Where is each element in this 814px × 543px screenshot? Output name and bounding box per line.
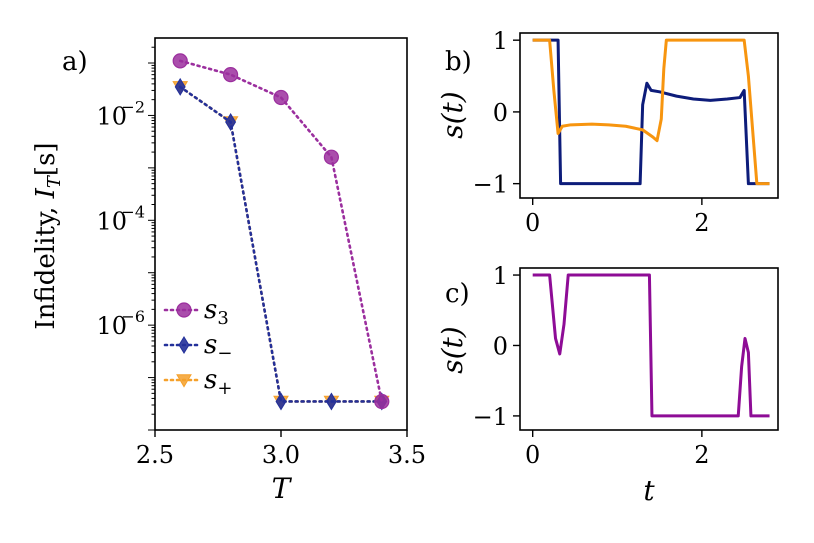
panel-a-legend: s3s−s+ bbox=[163, 295, 232, 399]
panel-b-ytick-label: −1 bbox=[473, 171, 508, 199]
panel-a-ylabel-arg: [s] bbox=[31, 142, 61, 176]
panel-b: 0 2 1 0 −1 b) s(t) bbox=[436, 27, 779, 237]
panel-c-ticks: 0 2 1 0 −1 bbox=[473, 262, 710, 469]
legend-label-var: s bbox=[204, 365, 217, 395]
panel-b-xtick-label: 0 bbox=[525, 209, 540, 237]
legend-label-var: s bbox=[204, 330, 217, 360]
panel-a-ytick-exp: −2 bbox=[121, 97, 145, 116]
panel-a-ytick-label: 10 bbox=[96, 102, 127, 130]
panel-a-ytick-base: 10 bbox=[96, 102, 127, 130]
panel-c-xtick-label: 2 bbox=[694, 441, 709, 469]
panel-a-ylabel-var: I bbox=[31, 187, 61, 199]
panel-c-series bbox=[532, 273, 770, 418]
panel-c-frame bbox=[519, 267, 779, 431]
panel-c-label: c) bbox=[445, 279, 470, 309]
panel-b-series bbox=[532, 38, 770, 186]
panel-c-ytick-label: 1 bbox=[493, 262, 508, 290]
legend-marker-s+ bbox=[176, 374, 192, 388]
panel-b-ylabel: s(t) bbox=[436, 91, 469, 138]
panel-c-ylabel: s(t) bbox=[436, 326, 469, 373]
panel-a-point-s3 bbox=[223, 67, 239, 83]
panel-c-ytick-label: 0 bbox=[493, 332, 508, 360]
legend-label-s+: s+ bbox=[204, 365, 232, 399]
panel-a-xtick-label: 3.5 bbox=[388, 441, 426, 469]
panel-a-point-s- bbox=[174, 77, 186, 96]
panel-a-label: a) bbox=[62, 47, 88, 77]
panel-b-xtick-label: 2 bbox=[694, 209, 709, 237]
panel-a-xtick-label: 2.5 bbox=[136, 441, 174, 469]
legend-marker-s- bbox=[178, 335, 190, 355]
panel-b-label: b) bbox=[445, 47, 472, 77]
panel-a-ylabel: Infidelity, IT[s] bbox=[31, 142, 65, 329]
panel-a-xtick-label: 3.0 bbox=[262, 441, 300, 469]
legend-label-sub: + bbox=[217, 378, 232, 399]
panel-c-line-s3 bbox=[532, 273, 770, 418]
legend-label-var: s bbox=[204, 295, 217, 325]
panel-a-point-s3 bbox=[273, 89, 289, 106]
panel-c-ytick-label: −1 bbox=[473, 403, 508, 431]
panel-c: 0 2 1 0 −1 c) s(t) t bbox=[436, 262, 779, 507]
panel-b-frame bbox=[519, 32, 779, 199]
panel-a-ytick-exp: −6 bbox=[121, 307, 145, 326]
legend-label-sub: − bbox=[217, 343, 232, 364]
legend-label-sub: 3 bbox=[217, 308, 228, 329]
panel-a-point-s3 bbox=[323, 149, 339, 165]
panel-a-line-s- bbox=[178, 85, 384, 403]
legend-label-s-: s− bbox=[204, 330, 232, 364]
panel-b-ytick-label: 0 bbox=[493, 99, 508, 127]
panel-a-point-s- bbox=[275, 392, 287, 411]
panel-a-ytick-label: 10 bbox=[96, 207, 127, 235]
panel-a-ylabel-prefix: Infidelity, bbox=[31, 198, 61, 329]
panel-a-ytick-label: 10 bbox=[96, 312, 127, 340]
panel-a-point-s3 bbox=[172, 53, 188, 69]
panel-a-xlabel: T bbox=[272, 472, 293, 505]
panel-a-frame bbox=[154, 37, 408, 431]
panel-a-ytick-base: 10 bbox=[96, 312, 127, 340]
panel-a-point-s- bbox=[325, 392, 337, 411]
panel-a-ytick-exp: −4 bbox=[121, 202, 145, 221]
panel-a-point-s3 bbox=[374, 393, 390, 410]
panel-c-xtick-label: 0 bbox=[525, 441, 540, 469]
panel-b-ticks: 0 2 1 0 −1 bbox=[473, 27, 710, 237]
panel-b-line-s_minus bbox=[532, 38, 770, 186]
panel-a: 2.5 3.0 3.510−210−410−6 a) Infidelity, IT[… bbox=[31, 37, 426, 505]
panel-b-ytick-label: 1 bbox=[493, 27, 508, 55]
panel-b-line-s_plus bbox=[532, 38, 770, 186]
panel-c-xlabel: t bbox=[643, 474, 655, 507]
legend-label-s3: s3 bbox=[204, 295, 229, 329]
legend-marker-s3 bbox=[176, 302, 192, 318]
panel-a-ylabel-sub: T bbox=[44, 174, 65, 188]
panel-a-series bbox=[172, 53, 390, 411]
panel-a-ytick-base: 10 bbox=[96, 207, 127, 235]
panel-a-point-s- bbox=[225, 112, 237, 132]
